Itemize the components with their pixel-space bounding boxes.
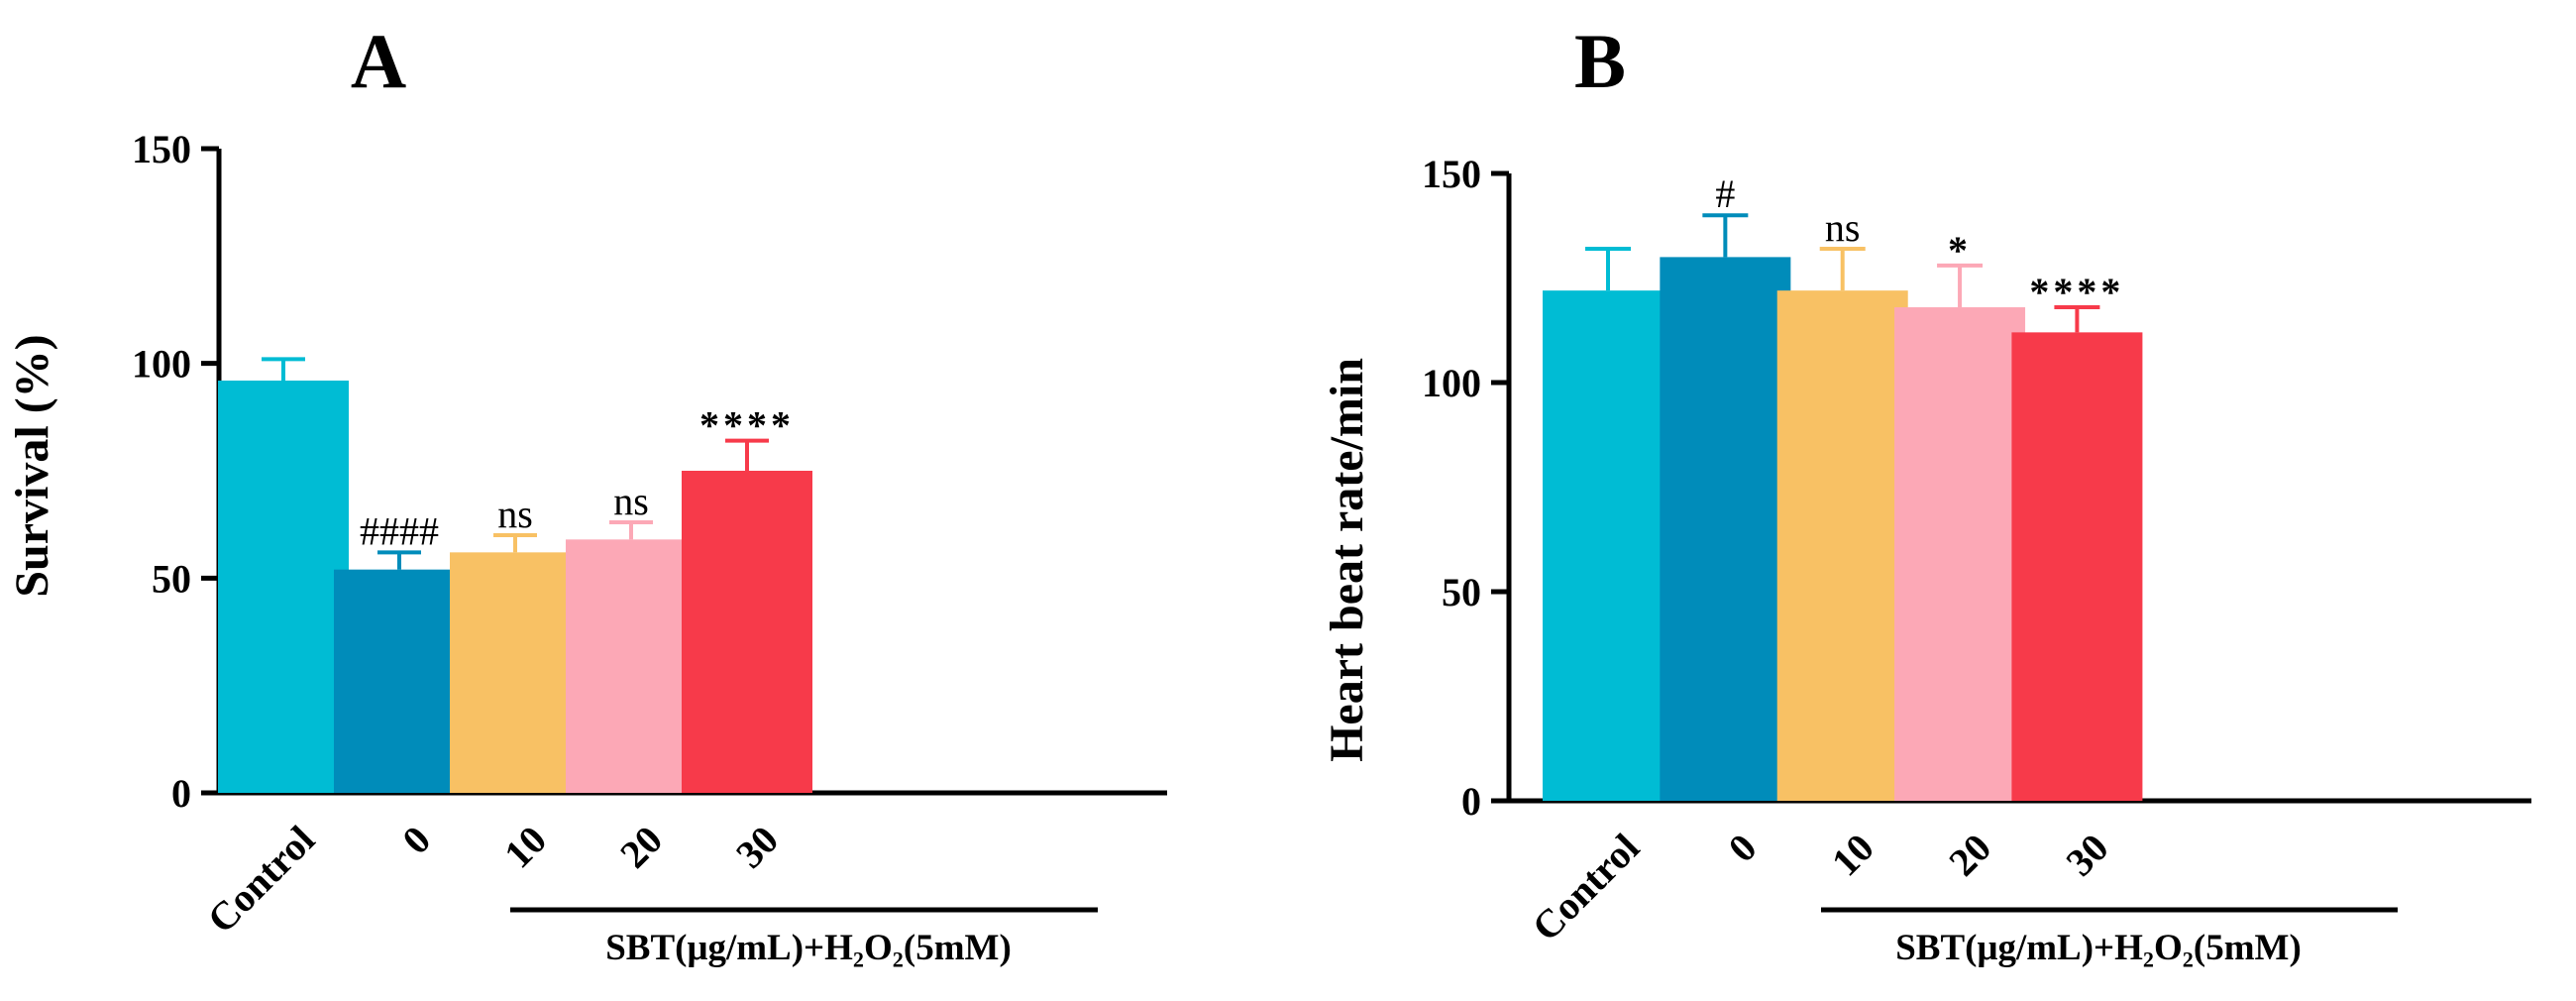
category-label: 20 bbox=[611, 817, 671, 876]
bars: #ns***** bbox=[1543, 171, 2143, 801]
significance-annotation: ns bbox=[613, 479, 649, 523]
significance-annotation: # bbox=[1715, 171, 1735, 216]
significance-annotation: #### bbox=[360, 508, 439, 553]
bar bbox=[1776, 290, 1908, 801]
bars: #### ns ns **** bbox=[218, 357, 812, 793]
category-label: 10 bbox=[1823, 825, 1882, 884]
group-label: SBT(μg/mL)+H₂O₂(5mM) bbox=[605, 928, 1012, 968]
y-axis-label: Heart beat rate/min bbox=[1321, 358, 1373, 762]
y-tick-label: 50 bbox=[152, 556, 191, 601]
y-tick-label: 0 bbox=[171, 771, 191, 816]
y-ticks: 0 50 100 150 bbox=[1422, 152, 1509, 824]
category-labels: Control 0 10 20 30 bbox=[199, 817, 788, 942]
y-tick-label: 50 bbox=[1442, 570, 1481, 614]
category-label: 10 bbox=[495, 817, 555, 876]
significance-annotation: ns bbox=[497, 492, 533, 536]
significance-annotation: * bbox=[1948, 228, 1972, 273]
y-tick-label: 100 bbox=[132, 342, 191, 387]
y-ticks: 0 50 100 150 bbox=[132, 127, 219, 816]
category-label: 30 bbox=[2057, 825, 2116, 884]
significance-annotation: **** bbox=[2029, 270, 2124, 314]
group-label: SBT(μg/mL)+H₂O₂(5mM) bbox=[1895, 928, 2302, 968]
panel-letter: A bbox=[351, 18, 406, 104]
bar bbox=[218, 381, 349, 793]
category-label: 30 bbox=[727, 817, 787, 876]
category-label: 0 bbox=[393, 817, 439, 862]
y-tick-label: 150 bbox=[132, 127, 191, 171]
bar bbox=[334, 569, 465, 793]
bar bbox=[1543, 290, 1673, 801]
bar bbox=[1660, 257, 1791, 801]
category-label: Control bbox=[199, 817, 324, 942]
panel-letter: B bbox=[1574, 18, 1626, 104]
category-label: 20 bbox=[1940, 825, 1999, 884]
y-tick-label: 150 bbox=[1422, 152, 1481, 196]
bar bbox=[2011, 332, 2143, 801]
y-tick-label: 0 bbox=[1461, 779, 1481, 824]
y-tick-label: 100 bbox=[1422, 361, 1481, 405]
category-label: 0 bbox=[1720, 825, 1766, 870]
bar bbox=[682, 471, 812, 793]
significance-annotation: ns bbox=[1825, 205, 1861, 250]
significance-annotation: **** bbox=[699, 403, 795, 448]
y-axis-label: Survival (%) bbox=[6, 334, 58, 597]
category-label: Control bbox=[1524, 825, 1649, 949]
bar bbox=[450, 552, 581, 793]
bar bbox=[566, 539, 697, 793]
bar bbox=[1894, 307, 2026, 801]
